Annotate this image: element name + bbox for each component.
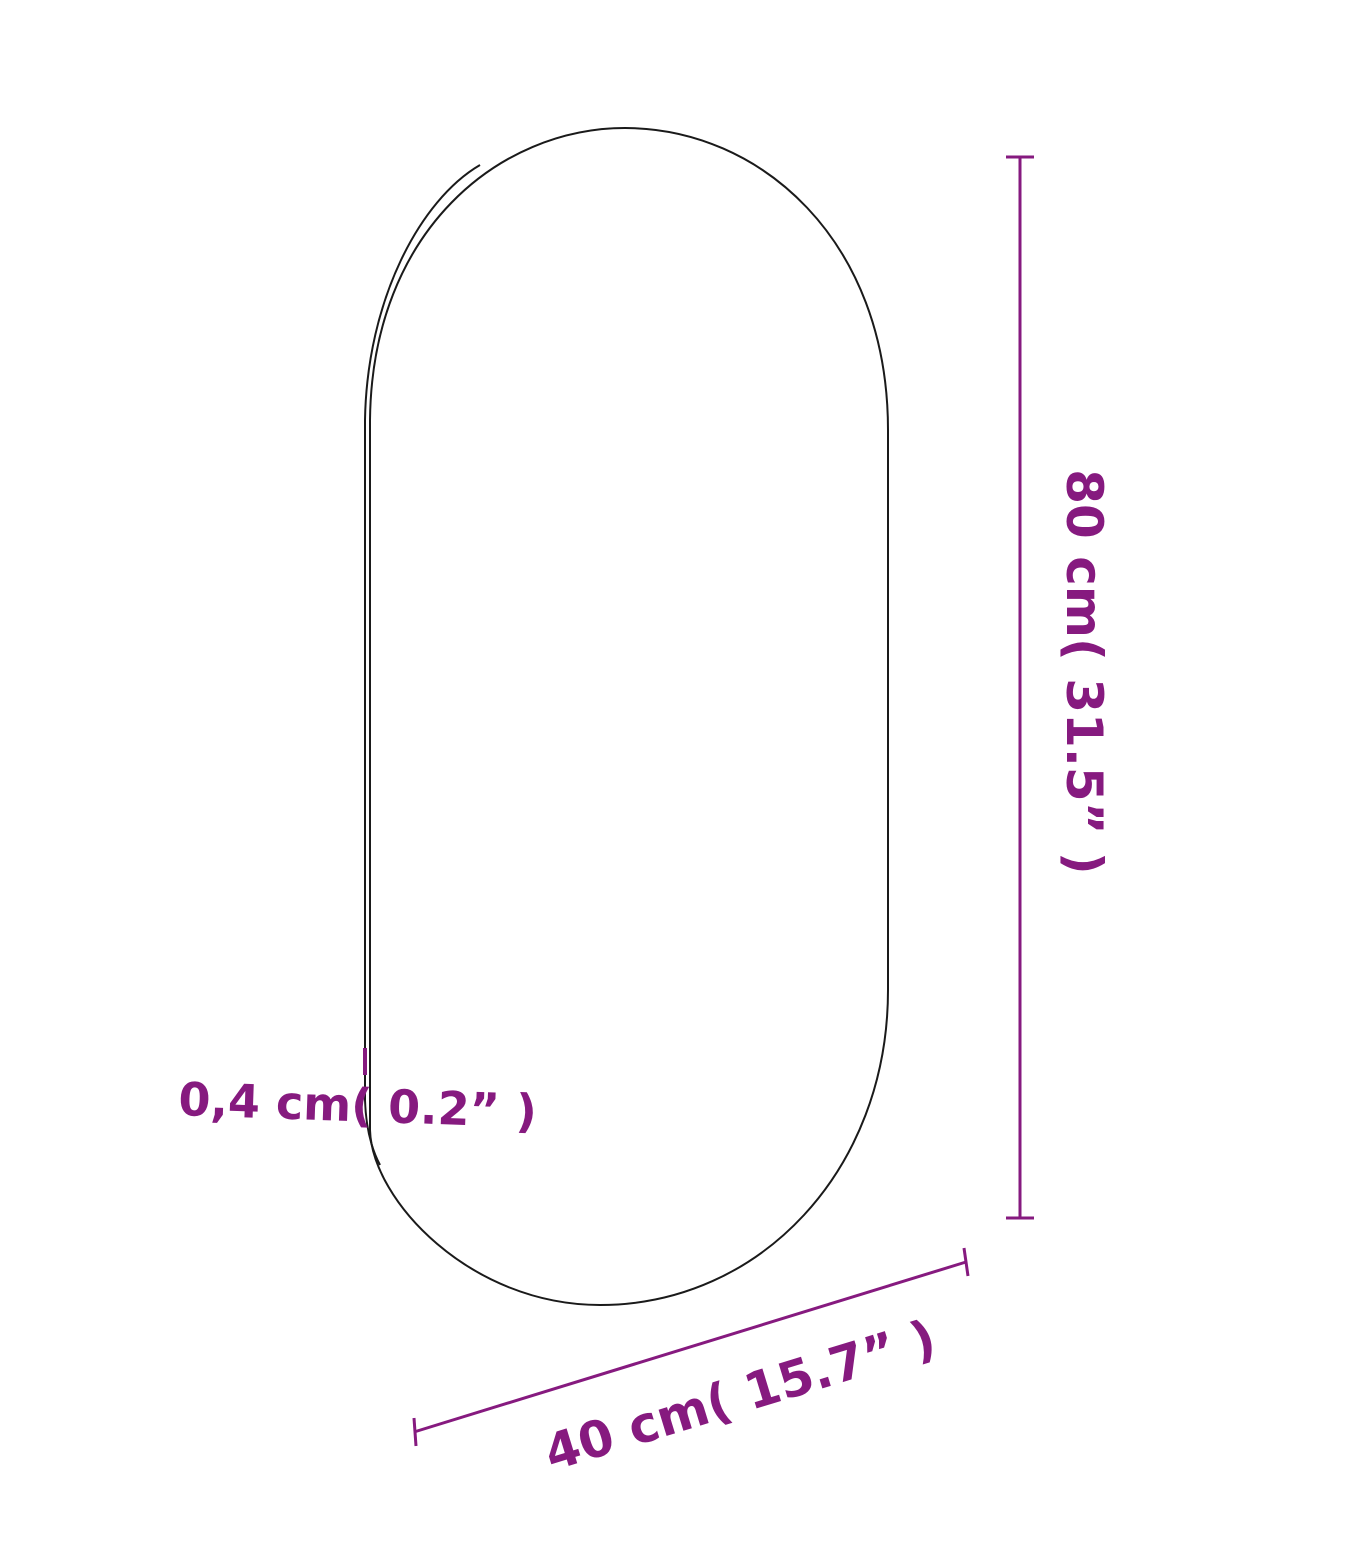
thickness-label: 0,4 cm( 0.2” ) (178, 1072, 538, 1138)
width-label: 40 cm( 15.7” ) (538, 1309, 943, 1483)
width-dimension-line (412, 1247, 970, 1447)
height-dimension-line (1006, 155, 1034, 1220)
mirror-outline (364, 126, 889, 1307)
height-label: 80 cm( 31.5” ) (1055, 469, 1113, 874)
